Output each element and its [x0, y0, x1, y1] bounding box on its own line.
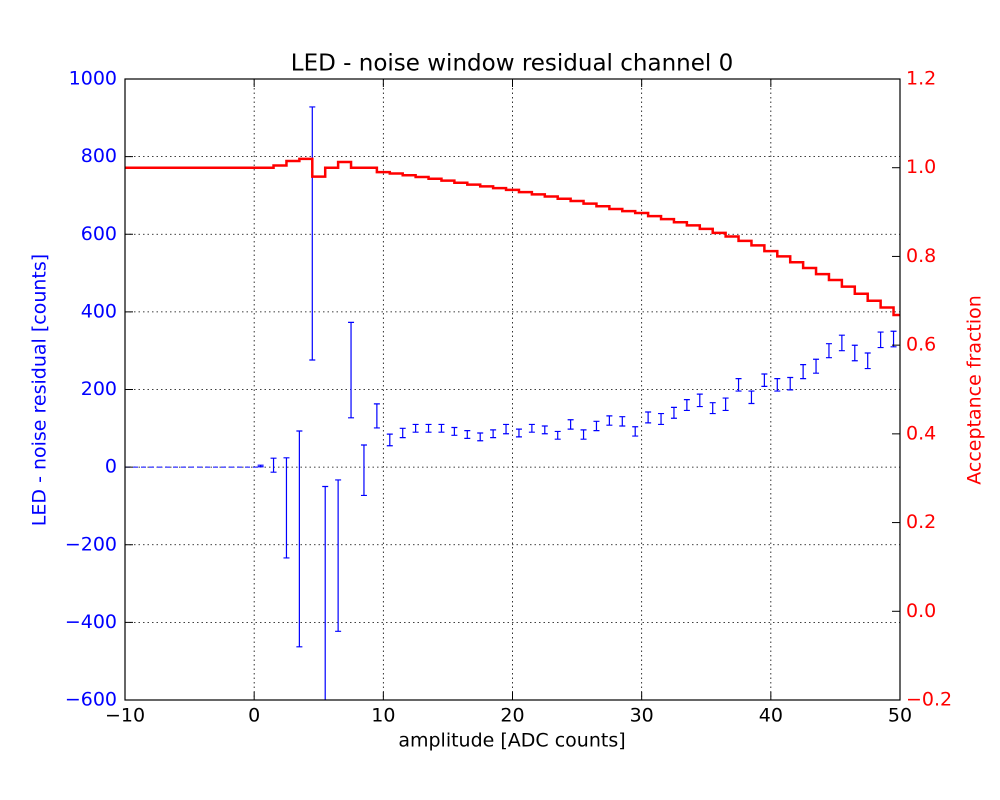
error-bar [554, 430, 561, 440]
error-bar [373, 403, 380, 429]
y2-tick-label: 0.4 [906, 422, 936, 444]
error-bar [490, 429, 497, 439]
y2-tick-label: 0.0 [906, 600, 936, 622]
error-bar [348, 321, 355, 419]
error-bar [761, 373, 768, 387]
error-bar [309, 106, 316, 361]
y2-tick-label: 0.6 [906, 334, 936, 356]
error-bar [580, 429, 587, 440]
x-tick-label: 10 [371, 705, 395, 727]
error-bar [464, 430, 471, 440]
error-bar [438, 423, 445, 433]
error-bar [360, 444, 367, 497]
error-bar [838, 334, 845, 352]
error-bar [322, 485, 329, 700]
error-bar [606, 415, 613, 426]
error-bar [645, 411, 652, 424]
error-bar [813, 358, 820, 374]
error-bar [528, 423, 535, 433]
error-bar [748, 390, 755, 405]
error-bar [735, 378, 742, 392]
error-bar [270, 457, 277, 473]
x-tick-label: 20 [500, 705, 524, 727]
error-bar [787, 376, 794, 391]
error-bar [696, 393, 703, 408]
y-tick-label: 600 [81, 223, 117, 245]
y-tick-label: −200 [65, 533, 117, 555]
y-tick-label: 800 [81, 145, 117, 167]
error-bar [451, 426, 458, 436]
error-bar [632, 426, 639, 437]
error-bar [774, 378, 781, 392]
error-bar [593, 420, 600, 432]
x-axis-label: amplitude [ADC counts] [398, 730, 625, 752]
error-bar [567, 419, 574, 430]
y2-axis-label: Acceptance fraction [964, 295, 986, 485]
error-bar [709, 402, 716, 415]
x-tick-label: 30 [630, 705, 654, 727]
error-bar [800, 364, 807, 380]
error-bar [890, 330, 897, 348]
error-bar [722, 397, 729, 412]
error-bar [386, 433, 393, 447]
error-bar [425, 423, 432, 433]
y2-tick-label: 1.0 [906, 156, 936, 178]
error-bar [877, 331, 884, 349]
y-tick-label: 400 [81, 300, 117, 322]
chart-title: LED - noise window residual channel 0 [291, 51, 733, 77]
error-bar [658, 412, 665, 426]
error-bar [283, 457, 290, 559]
x-tick-label: 40 [759, 705, 783, 727]
y-tick-label: 200 [81, 378, 117, 400]
y-tick-label: 0 [105, 456, 117, 478]
y2-tick-label: 0.8 [906, 245, 936, 267]
y-tick-label: −600 [65, 689, 117, 711]
error-bar [864, 352, 871, 370]
error-bar [296, 430, 303, 648]
x-tick-label: −10 [105, 705, 145, 727]
error-bar [683, 398, 690, 412]
error-bar [515, 428, 522, 438]
error-bar [399, 427, 406, 439]
y2-tick-label: −0.2 [906, 689, 952, 711]
error-bar [825, 343, 832, 359]
y-tick-label: −400 [65, 611, 117, 633]
y-tick-label: 1000 [69, 68, 117, 90]
error-bar [503, 423, 510, 435]
error-bar [257, 464, 264, 468]
x-tick-label: 0 [248, 705, 260, 727]
error-bar [335, 479, 342, 632]
error-bar [541, 425, 548, 435]
step-line [125, 157, 900, 317]
error-bar [670, 406, 677, 419]
error-bar [477, 432, 484, 442]
y2-tick-label: 1.2 [906, 68, 936, 90]
error-bar [851, 344, 858, 362]
x-tick-label: 50 [888, 705, 912, 727]
error-bar [412, 423, 419, 433]
plot-area [125, 106, 900, 700]
y-axis-label: LED - noise residual [counts] [29, 254, 51, 526]
y2-tick-label: 0.2 [906, 511, 936, 533]
error-bar [619, 416, 626, 427]
